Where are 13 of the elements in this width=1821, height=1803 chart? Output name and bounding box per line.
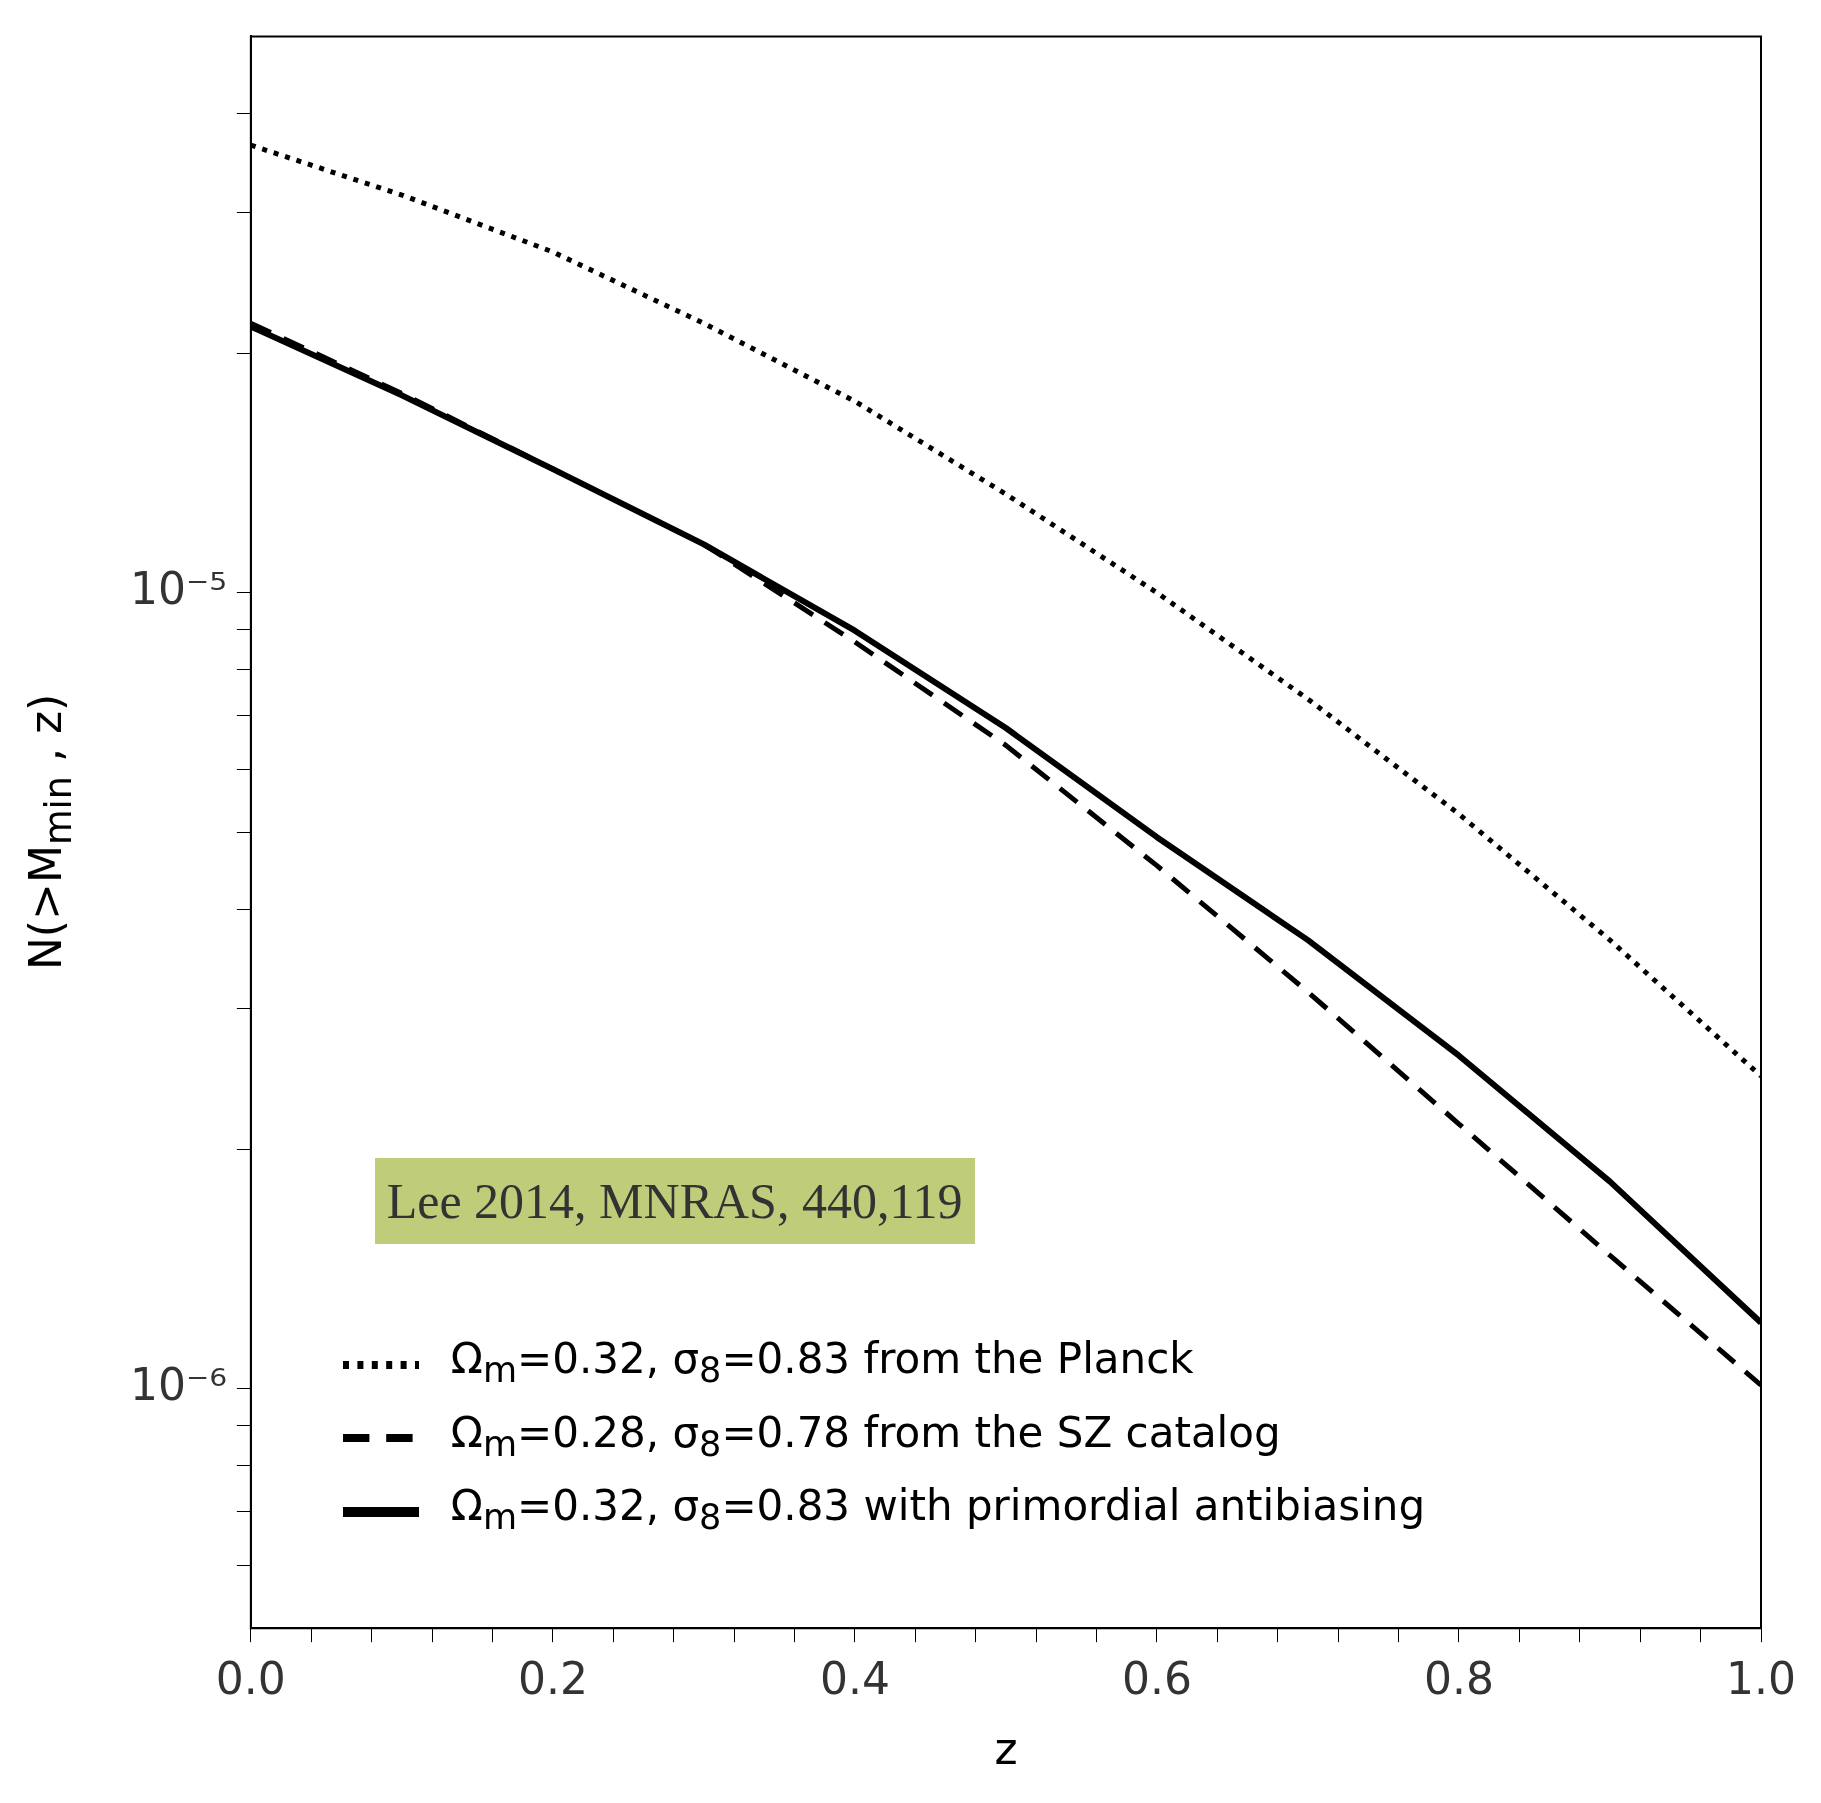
x-axis-title: z bbox=[994, 1723, 1018, 1775]
x-tick-label: 0.4 bbox=[819, 1653, 890, 1705]
annotation: Lee 2014, MNRAS, 440,119 bbox=[374, 1157, 975, 1244]
legend-label: Ω$_{m}$=0.32, σ$_{8}$=0.83 with primordial antibiasing bbox=[450, 1479, 1426, 1540]
x-tick-label: 1.0 bbox=[1726, 1653, 1796, 1705]
y-tick-label: 10⁻⁶ bbox=[129, 1359, 227, 1411]
x-tick-label: 0.0 bbox=[215, 1653, 286, 1705]
x-tick-label: 0.2 bbox=[517, 1653, 588, 1705]
x-tick-label: 0.6 bbox=[1121, 1653, 1192, 1705]
legend-label: Ω$_{m}$=0.32, σ$_{8}$=0.83 from the Planck bbox=[450, 1333, 1194, 1393]
x-tick-label: 0.8 bbox=[1423, 1653, 1494, 1705]
legend-label: Ω$_{m}$=0.28, σ$_{8}$=0.78 from the SZ catalog bbox=[450, 1406, 1281, 1466]
y-tick-label: 10⁻⁵ bbox=[129, 563, 227, 615]
